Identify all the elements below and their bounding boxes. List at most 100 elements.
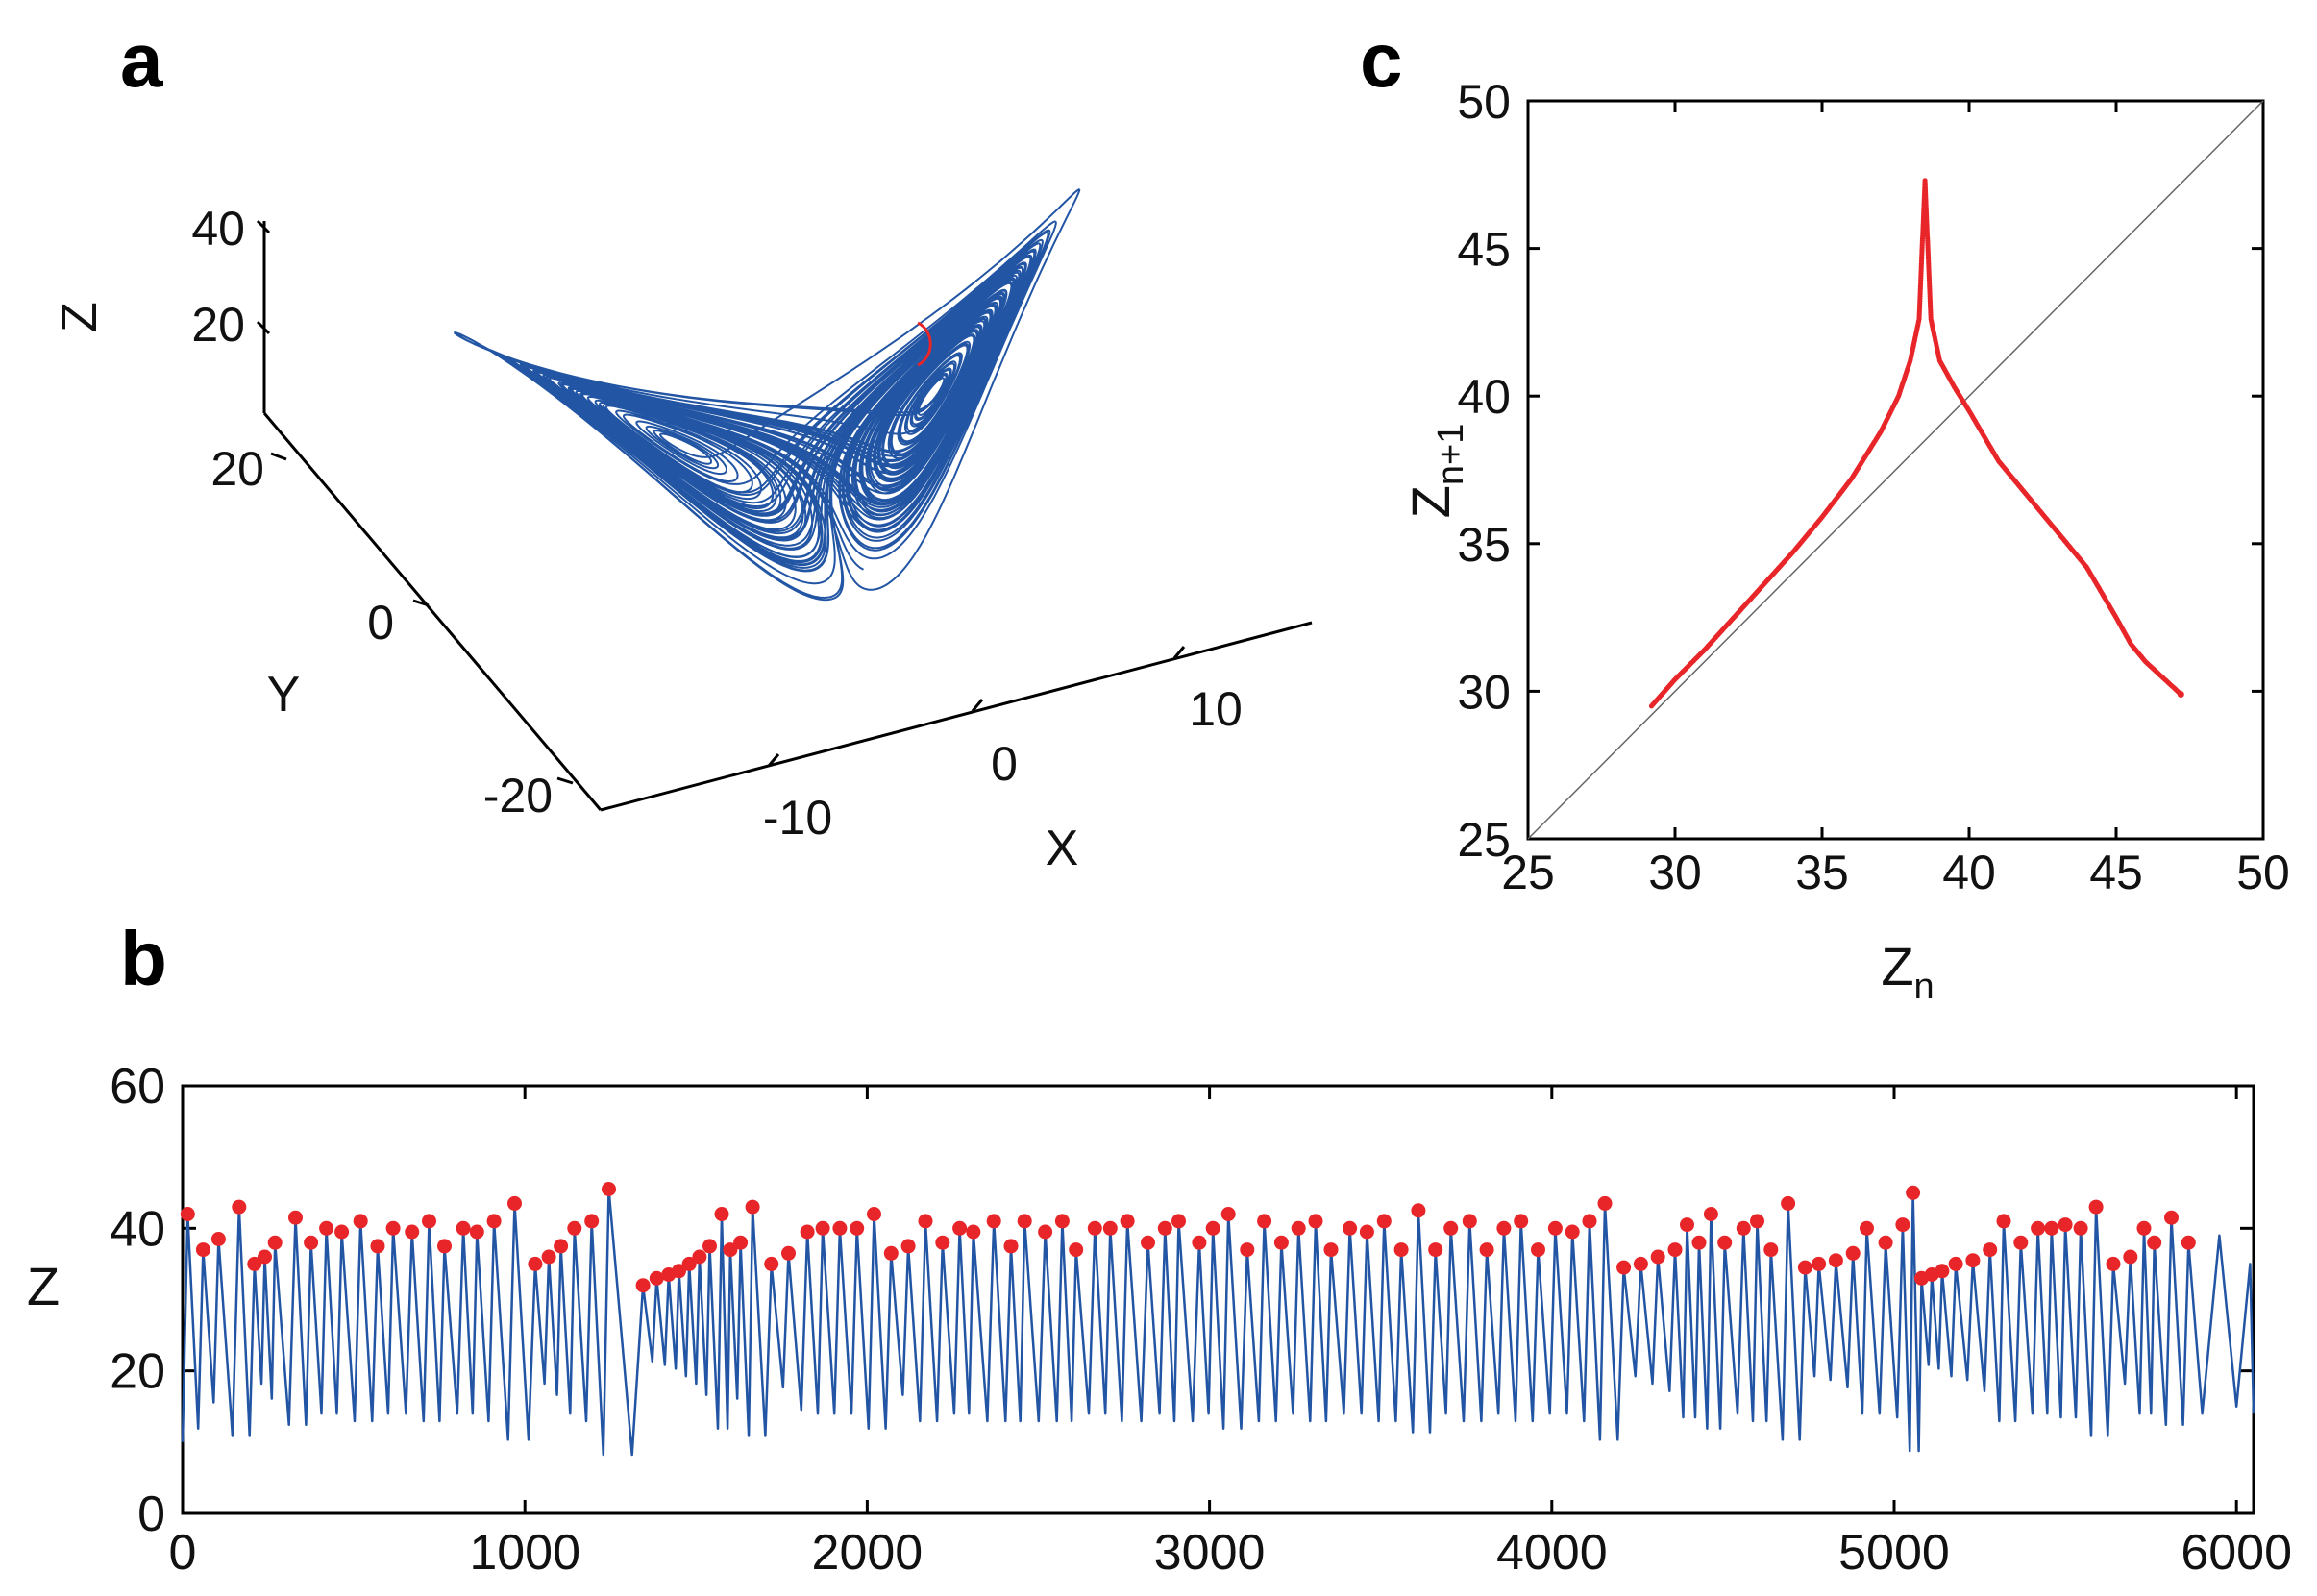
b-peak-marker bbox=[1428, 1242, 1443, 1258]
b-peak-marker bbox=[1393, 1242, 1409, 1258]
b-peak-marker bbox=[649, 1270, 664, 1286]
b-peak-marker bbox=[952, 1220, 968, 1236]
b-peak-marker bbox=[1717, 1235, 1733, 1250]
b-peak-marker bbox=[2147, 1235, 2162, 1250]
a-y-tick-minus20 bbox=[556, 776, 574, 785]
b-x-tick-label: 4000 bbox=[1496, 1525, 1608, 1581]
b-peak-marker bbox=[210, 1232, 226, 1246]
panel-letter-b: b bbox=[120, 916, 167, 1001]
b-peak-marker bbox=[850, 1220, 865, 1236]
b-peak-marker bbox=[800, 1224, 815, 1240]
b-peak-marker bbox=[180, 1207, 195, 1221]
b-peak-marker bbox=[2106, 1256, 2121, 1271]
b-peak-marker bbox=[1703, 1207, 1718, 1221]
b-peak-marker bbox=[1220, 1207, 1236, 1221]
b-peak-marker bbox=[528, 1256, 543, 1271]
b-peak-marker bbox=[1141, 1235, 1155, 1250]
b-peak-marker bbox=[1003, 1239, 1019, 1254]
b-peak-marker bbox=[1171, 1214, 1186, 1229]
a-y-tick-0 bbox=[412, 599, 430, 607]
b-plot-frame bbox=[181, 1084, 2255, 1515]
b-peak-marker bbox=[1860, 1220, 1874, 1236]
b-x-tick-label: 2000 bbox=[812, 1525, 924, 1581]
b-peak-marker bbox=[1633, 1256, 1648, 1271]
a-x-tick-label-10: 10 bbox=[1189, 682, 1243, 736]
a-x-tick-label-0: 0 bbox=[991, 737, 1018, 791]
a-attractor-trajectory bbox=[454, 188, 1081, 602]
b-peak-marker bbox=[1192, 1235, 1207, 1250]
b-peak-marker bbox=[714, 1207, 729, 1221]
b-peak-marker bbox=[692, 1249, 707, 1265]
b-peak-marker bbox=[702, 1239, 717, 1254]
b-peak-marker bbox=[1443, 1220, 1459, 1236]
b-peak-marker bbox=[1479, 1242, 1494, 1258]
b-peak-marker bbox=[1597, 1195, 1613, 1211]
b-peak-marker bbox=[437, 1239, 452, 1254]
b-peak-marker bbox=[1308, 1214, 1323, 1229]
b-peak-marker bbox=[900, 1239, 916, 1254]
b-peak-marker bbox=[1680, 1217, 1694, 1233]
b-peak-marker bbox=[1845, 1245, 1861, 1261]
b-peak-marker bbox=[966, 1224, 981, 1240]
b-peak-marker bbox=[723, 1242, 738, 1258]
b-y-axis-label: Z bbox=[27, 1256, 60, 1316]
b-peak-marker bbox=[1291, 1220, 1306, 1236]
b-peak-marker bbox=[1878, 1235, 1893, 1250]
c-y-tick-label: 40 bbox=[1457, 370, 1511, 424]
b-peak-marker bbox=[1359, 1224, 1374, 1240]
b-peak-marker bbox=[1812, 1256, 1827, 1271]
b-peak-marker bbox=[541, 1249, 556, 1265]
b-x-tick-label: 5000 bbox=[1838, 1525, 1950, 1581]
b-peak-marker bbox=[486, 1214, 502, 1229]
b-peak-marker bbox=[918, 1214, 933, 1229]
c-plot-frame bbox=[1526, 99, 2265, 841]
b-peak-marker bbox=[1087, 1220, 1102, 1236]
b-peak-marker bbox=[635, 1278, 651, 1293]
b-peak-marker bbox=[353, 1214, 368, 1229]
a-y-axis-label: Y bbox=[267, 667, 301, 723]
b-peak-marker bbox=[2088, 1199, 2104, 1215]
b-peak-marker bbox=[1462, 1214, 1477, 1229]
b-peak-marker bbox=[1565, 1224, 1580, 1240]
a-x-tick-10 bbox=[1172, 646, 1186, 659]
a-z-tick-20 bbox=[256, 320, 271, 335]
b-peak-marker bbox=[2164, 1210, 2179, 1225]
b-peak-marker bbox=[1996, 1214, 2011, 1229]
b-peak-marker bbox=[2136, 1220, 2152, 1236]
b-x-tick-label: 1000 bbox=[469, 1525, 580, 1581]
b-peak-marker bbox=[986, 1214, 1001, 1229]
b-peak-marker bbox=[1582, 1214, 1597, 1229]
b-peak-marker bbox=[1343, 1220, 1358, 1236]
c-x-tick-label: 30 bbox=[1648, 846, 1702, 899]
b-peak-marker bbox=[554, 1239, 569, 1254]
b-peak-marker bbox=[195, 1242, 210, 1258]
c-y-tick-label: 30 bbox=[1457, 665, 1511, 719]
c-x-tick-label: 40 bbox=[1942, 846, 1996, 899]
b-peak-marker bbox=[1496, 1220, 1512, 1236]
b-peak-marker bbox=[385, 1220, 401, 1236]
b-peak-marker bbox=[267, 1235, 283, 1250]
b-peak-marker bbox=[2058, 1217, 2073, 1233]
b-peak-marker bbox=[1935, 1264, 1950, 1279]
b-peak-marker bbox=[733, 1235, 749, 1250]
b-x-tick-label: 0 bbox=[169, 1525, 197, 1581]
c-y-axis-label: Zn+1 bbox=[1400, 424, 1471, 519]
b-peak-marker bbox=[288, 1210, 303, 1225]
b-peak-marker bbox=[1797, 1260, 1812, 1275]
c-x-tick-label: 45 bbox=[2089, 846, 2143, 899]
c-x-axis-label: Zn bbox=[1881, 936, 1934, 1007]
b-peak-marker bbox=[469, 1224, 484, 1240]
b-peak-marker bbox=[1948, 1256, 1963, 1271]
b-peak-marker bbox=[2181, 1235, 2196, 1250]
panel-letter-a: a bbox=[120, 17, 163, 103]
b-peak-marker bbox=[1157, 1220, 1172, 1236]
b-peak-marker bbox=[1120, 1214, 1135, 1229]
b-peak-marker bbox=[1323, 1242, 1339, 1258]
b-peak-marker bbox=[1828, 1253, 1843, 1268]
b-peak-marker bbox=[745, 1199, 760, 1215]
b-peak-marker bbox=[507, 1195, 522, 1211]
b-peak-marker bbox=[2044, 1220, 2059, 1236]
b-peak-marker bbox=[1965, 1253, 1981, 1268]
b-peak-marker bbox=[2123, 1249, 2138, 1265]
